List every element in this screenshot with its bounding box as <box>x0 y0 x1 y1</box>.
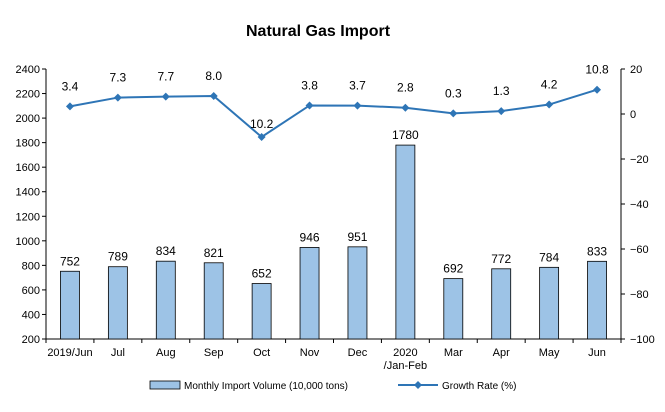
line-data-label: 8.0 <box>205 69 222 83</box>
x-tick-label: 2020 <box>393 347 417 359</box>
growth-rate-marker <box>209 92 218 100</box>
line-data-label: 4.2 <box>541 78 558 92</box>
bar-import-volume <box>60 270 80 340</box>
y-right-tick-label: −100 <box>630 334 655 346</box>
bar-data-label: 821 <box>204 246 224 260</box>
y-left-tick-label: 1000 <box>16 236 40 248</box>
x-tick-label: 2019/Jun <box>47 347 92 359</box>
growth-rate-marker <box>497 107 506 116</box>
bar-import-volume <box>443 278 464 340</box>
y-right-tick-label: −40 <box>630 199 649 211</box>
line-data-label: 3.7 <box>349 79 366 93</box>
bar-import-volume <box>539 266 560 340</box>
line-series-group <box>65 85 602 141</box>
bar-data-label: 1780 <box>392 128 419 142</box>
bar-import-volume <box>347 246 368 340</box>
y-right-tick-label: −60 <box>630 244 649 256</box>
y-left-tick-label: 2400 <box>16 64 40 76</box>
y-left-tick-label: 1600 <box>16 162 40 174</box>
y-left-tick-label: 200 <box>22 334 40 346</box>
growth-rate-marker <box>65 102 74 111</box>
growth-rate-marker <box>401 103 410 112</box>
x-tick-label: Dec <box>348 347 368 359</box>
line-data-label: 10.2 <box>250 117 274 131</box>
y-left-tick-label: 1200 <box>16 211 40 223</box>
line-data-label: 10.8 <box>585 63 609 77</box>
bar-data-label: 833 <box>587 244 607 258</box>
bar-data-label: 834 <box>156 244 176 258</box>
bar-data-label: 946 <box>300 230 320 244</box>
y-left-tick-label: 2000 <box>16 113 40 125</box>
growth-rate-marker <box>257 132 266 141</box>
y-left-tick-label: 1800 <box>16 138 40 150</box>
growth-rate-marker <box>593 85 602 94</box>
axes-group: 2004006008001000120014001600180020002200… <box>16 64 655 372</box>
line-data-label: 1.3 <box>493 84 510 98</box>
chart-title: Natural Gas Import <box>246 23 391 40</box>
line-data-label: 2.8 <box>397 81 414 95</box>
y-right-tick-label: −80 <box>630 289 649 301</box>
line-data-label: 7.3 <box>110 71 127 85</box>
bar-data-label: 752 <box>60 254 80 268</box>
bar-import-volume <box>395 144 416 340</box>
legend-marker-growth-rate <box>414 381 422 389</box>
x-tick-label: Sep <box>204 347 224 359</box>
bar-import-volume <box>587 260 607 340</box>
line-data-label: 3.8 <box>301 78 318 92</box>
x-tick-label: /Jan-Feb <box>384 360 427 372</box>
x-tick-label: Apr <box>493 347 510 359</box>
legend-swatch-import-volume <box>149 380 181 390</box>
y-left-tick-label: 600 <box>22 285 40 297</box>
growth-rate-marker <box>545 100 554 109</box>
y-right-tick-label: 0 <box>630 109 636 121</box>
x-tick-label: Mar <box>444 347 463 359</box>
growth-rate-marker <box>113 93 122 102</box>
x-tick-label: Nov <box>300 347 320 359</box>
data-labels-group: 752 789 834 821 652 946 951 1780 692 772 784 833 3.4… <box>60 63 609 281</box>
bar-import-volume <box>155 260 176 340</box>
legend-label-import-volume: Monthly Import Volume (10,000 tons) <box>184 381 348 392</box>
bar-data-label: 652 <box>252 267 272 281</box>
y-left-tick-label: 800 <box>22 260 40 272</box>
x-tick-label: May <box>539 347 560 359</box>
bar-data-label: 789 <box>108 250 128 264</box>
y-right-tick-label: 20 <box>630 64 642 76</box>
line-data-label: 7.7 <box>157 70 174 84</box>
bar-data-label: 772 <box>491 252 511 266</box>
y-right-tick-label: −20 <box>630 154 649 166</box>
line-data-label: 0.3 <box>445 86 462 100</box>
bar-import-volume <box>107 266 128 340</box>
bar-import-volume <box>299 247 320 340</box>
bar-import-volume <box>203 262 224 340</box>
growth-rate-marker <box>161 92 170 101</box>
bar-import-volume <box>251 283 272 340</box>
legend: Monthly Import Volume (10,000 tons) Growt… <box>149 380 516 392</box>
bar-data-label: 951 <box>347 230 367 244</box>
y-left-tick-label: 1400 <box>16 187 40 199</box>
x-tick-label: Jun <box>588 347 606 359</box>
growth-rate-line <box>69 88 598 139</box>
y-left-tick-label: 2200 <box>16 89 40 101</box>
x-tick-label: Oct <box>253 347 270 359</box>
x-tick-label: Jul <box>111 347 125 359</box>
growth-rate-marker <box>353 101 362 110</box>
growth-rate-marker <box>449 109 458 118</box>
legend-label-growth-rate: Growth Rate (%) <box>442 381 516 392</box>
x-tick-label: Aug <box>156 347 176 359</box>
bar-data-label: 784 <box>539 250 559 264</box>
line-data-label: 3.4 <box>62 79 79 93</box>
bars-group <box>60 144 607 340</box>
y-left-tick-label: 400 <box>22 309 40 321</box>
growth-rate-marker <box>305 101 314 110</box>
bar-import-volume <box>491 268 512 340</box>
bar-data-label: 692 <box>443 262 463 276</box>
